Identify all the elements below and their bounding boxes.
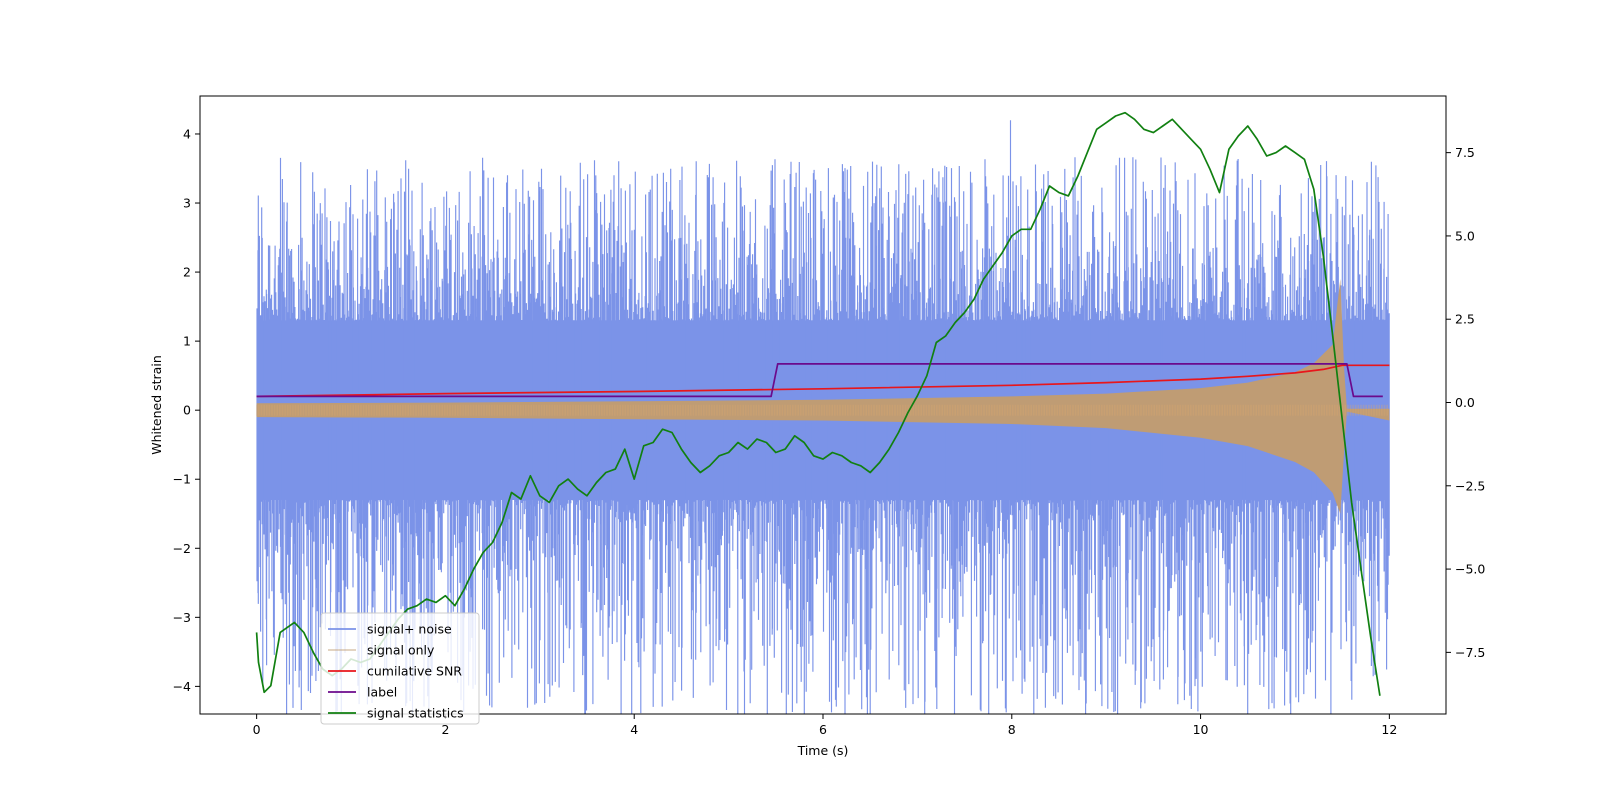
y2-tick-label: −5.0 — [1455, 562, 1485, 577]
y-tick-label: −3 — [173, 610, 191, 625]
y2-tick-label: 7.5 — [1455, 145, 1475, 160]
y2-tick-label: 0.0 — [1455, 395, 1475, 410]
x-axis: 0 2 4 6 8 10 12 — [253, 714, 1397, 737]
series-cumilative-snr — [256, 364, 1390, 398]
legend: signal+ noise signal only cumilative SNR la… — [320, 612, 480, 725]
y-axis-left: −4 −3 −2 −1 0 1 2 3 4 — [173, 126, 200, 694]
legend-label: signal+ noise — [367, 622, 452, 637]
x-tick-label: 12 — [1381, 722, 1397, 737]
x-tick-label: 0 — [253, 722, 261, 737]
series-signal-statistics — [255, 111, 1381, 696]
y-axis-label: Whitened strain — [149, 355, 164, 454]
x-tick-label: 4 — [630, 722, 638, 737]
x-tick-label: 8 — [1008, 722, 1016, 737]
legend-label: signal statistics — [367, 706, 464, 721]
legend-label: label — [367, 685, 397, 700]
y-tick-label: −2 — [173, 541, 191, 556]
y-tick-label: 1 — [183, 334, 191, 349]
y2-tick-label: 5.0 — [1455, 228, 1475, 243]
legend-label: cumilative SNR — [367, 664, 462, 679]
series-signal-only-texture — [256, 404, 1388, 416]
y2-tick-label: −2.5 — [1455, 478, 1485, 493]
y-tick-label: 4 — [183, 126, 191, 141]
y-tick-label: −1 — [173, 472, 191, 487]
x-axis-label: Time (s) — [797, 743, 849, 758]
legend-label: signal only — [367, 643, 435, 658]
y-tick-label: 3 — [183, 196, 191, 211]
series-layer — [255, 111, 1390, 714]
y-axis-right: −7.5 −5.0 −2.5 0.0 2.5 5.0 7.5 — [1446, 145, 1485, 660]
series-signal-only — [256, 279, 1390, 514]
y-tick-label: −4 — [173, 679, 191, 694]
x-tick-label: 10 — [1193, 722, 1209, 737]
x-tick-label: 2 — [441, 722, 449, 737]
series-label — [256, 363, 1383, 398]
y-tick-label: 0 — [183, 403, 191, 418]
x-tick-label: 6 — [819, 722, 827, 737]
y-tick-label: 2 — [183, 265, 191, 280]
y2-tick-label: 2.5 — [1455, 312, 1475, 327]
y2-tick-label: −7.5 — [1455, 645, 1485, 660]
legend-frame — [320, 612, 480, 725]
